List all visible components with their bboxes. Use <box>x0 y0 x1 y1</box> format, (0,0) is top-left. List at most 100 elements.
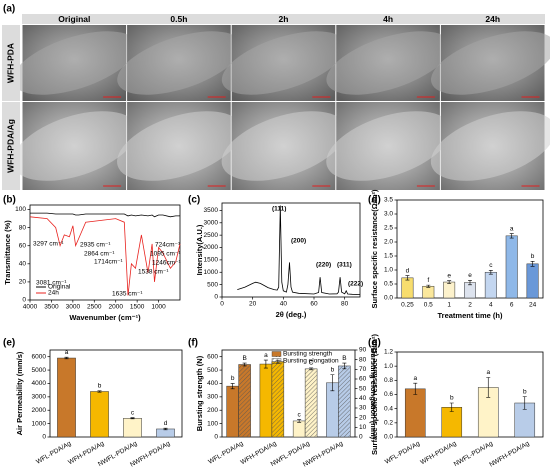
x-tick-label: 60 <box>310 301 318 308</box>
series-line <box>29 216 181 296</box>
bar <box>292 420 306 438</box>
error-bar <box>522 396 527 410</box>
bar <box>259 363 273 438</box>
significance-letter: b <box>98 383 102 390</box>
annotation: 1635 cm⁻¹ <box>112 291 143 298</box>
significance-letter: a <box>413 375 417 382</box>
y-tick-label: 300 <box>207 394 218 401</box>
error-bar <box>530 261 535 267</box>
plot-frame <box>221 349 356 438</box>
annotation: 1095 cm⁻¹ <box>150 251 181 258</box>
x-tick-label: 0.5 <box>424 302 433 309</box>
y-tick-label: 0.0 <box>384 434 393 441</box>
significance-letter: d <box>164 420 168 427</box>
fiber <box>117 31 242 95</box>
panel-label: (a) <box>3 4 15 15</box>
error-bar <box>413 382 418 395</box>
x-tick-label: NWFH-PDA/Ag <box>488 440 531 469</box>
y-tick-label: 1500 <box>204 257 219 264</box>
y-tick-label: 2000 <box>204 244 219 251</box>
panel-label: (b) <box>3 195 16 206</box>
bar <box>505 235 518 299</box>
legend-label: Bursting elongation <box>283 358 339 365</box>
significance-letter: a <box>65 349 69 356</box>
y2-tick-label: 40 <box>359 395 367 402</box>
bar <box>156 428 175 438</box>
panel-label: (d) <box>368 195 381 206</box>
y-tick-label: 0 <box>22 297 26 304</box>
error-bar <box>163 427 168 431</box>
legend-swatch <box>271 358 282 364</box>
column-header: Original <box>58 14 90 24</box>
y-tick-label: 80 <box>19 224 27 231</box>
y-tick-label: 5000 <box>32 367 47 374</box>
y-axis-label: Intensity(A.U.) <box>195 224 204 275</box>
error-bar <box>263 359 268 369</box>
y-tick-label: 60 <box>19 242 27 249</box>
bar-hatch <box>305 368 318 437</box>
y2-tick-label: 30 <box>359 405 367 412</box>
y-axis-label: Transmittance (%) <box>3 220 12 285</box>
bar <box>484 271 497 299</box>
fiber <box>326 111 451 181</box>
annotation: 1538 cm⁻¹ <box>138 269 169 276</box>
significance-letter: e <box>447 272 451 279</box>
significance-letter: b <box>331 366 335 373</box>
y-tick-label: 3.0 <box>384 211 393 218</box>
row-header: WFH-PDA/Ag <box>5 119 15 173</box>
significance-letter: c <box>131 409 135 416</box>
error-bar <box>330 374 335 392</box>
error-bar <box>342 362 347 370</box>
plot-frame <box>49 349 183 438</box>
annotation: 724cm⁻¹ <box>155 242 181 249</box>
y-tick-label: 200 <box>207 407 218 414</box>
significance-letter: a <box>510 225 514 232</box>
fiber <box>12 31 137 95</box>
x-tick-label: 0 <box>220 301 224 308</box>
x-tick-label: 1500 <box>130 304 145 311</box>
y-tick-label: 1.0 <box>384 363 393 370</box>
x-axis-label: Wavenumber (cm⁻¹) <box>69 313 141 322</box>
panel-label: (f) <box>188 338 198 349</box>
y-tick-label: 0 <box>42 434 46 441</box>
error-bar <box>309 367 314 371</box>
panel-label: (e) <box>3 338 15 349</box>
y-tick-label: 3000 <box>204 220 219 227</box>
y-tick-label: 0.8 <box>384 377 393 384</box>
error-bar <box>449 402 454 412</box>
y-tick-label: 1.2 <box>384 349 393 356</box>
significance-letter: b <box>531 253 535 260</box>
fiber <box>431 31 550 95</box>
x-tick-label: 4000 <box>23 304 38 311</box>
error-bar <box>242 362 247 367</box>
y2-tick-label: 60 <box>359 376 367 383</box>
row-header-bg <box>2 25 20 101</box>
y-tick-label: 40 <box>19 261 27 268</box>
y2-tick-label: 10 <box>359 424 367 431</box>
x-tick-label: 4 <box>489 302 493 309</box>
series-line <box>30 212 180 218</box>
annotation: (311) <box>337 262 352 269</box>
annotation: (220) <box>316 262 331 269</box>
fiber <box>221 31 347 95</box>
x-tick-label: 2500 <box>87 304 102 311</box>
y-tick-label: 100 <box>15 206 26 213</box>
significance-letter: b <box>523 388 527 395</box>
y-tick-label: 0.5 <box>384 281 393 288</box>
x-tick-label: 0.25 <box>401 302 414 309</box>
x-tick-label: 1 <box>447 302 451 309</box>
x-axis-label: Treatment time (h) <box>437 311 503 320</box>
series-line <box>237 205 361 295</box>
header-bg <box>22 14 545 24</box>
y-tick-label: 0 <box>214 294 218 301</box>
legend-label: Original <box>48 284 71 291</box>
significance-letter: B <box>242 355 246 362</box>
y-tick-label: 500 <box>207 281 218 288</box>
bar <box>404 388 426 438</box>
bar <box>443 281 456 299</box>
y2-tick-label: 20 <box>359 414 367 421</box>
y2-tick-label: 90 <box>359 347 367 354</box>
x-tick-label: 3500 <box>44 304 59 311</box>
